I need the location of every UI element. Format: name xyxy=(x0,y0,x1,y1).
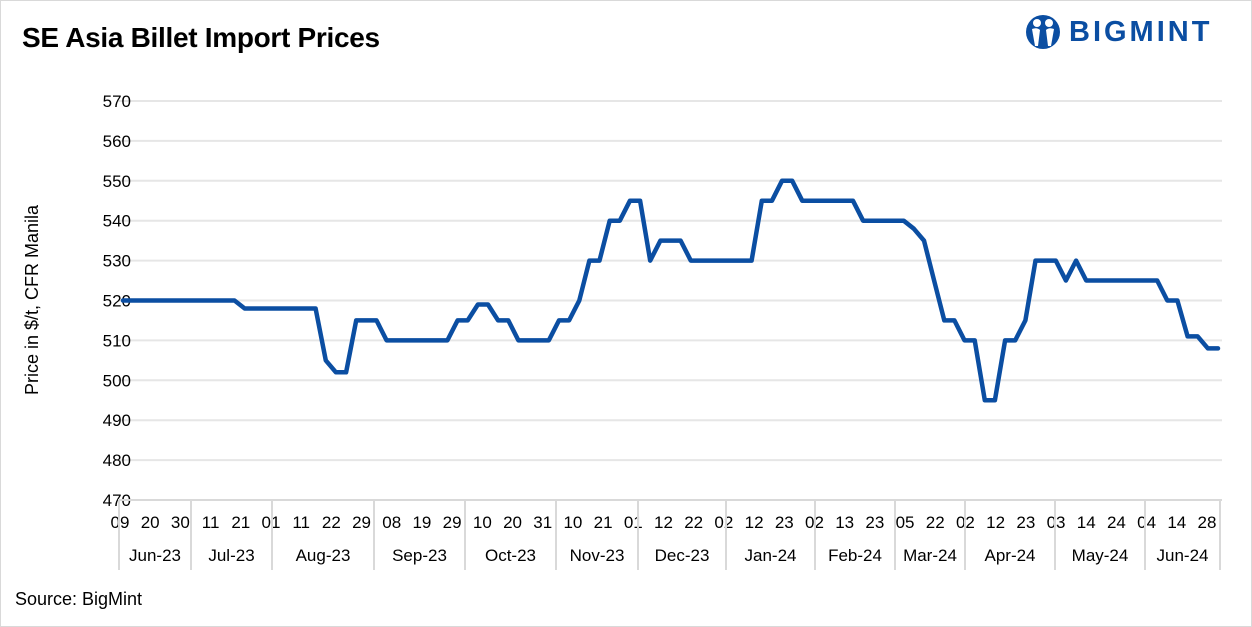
series-line xyxy=(120,178,1221,403)
x-tick-label: 14 xyxy=(1077,513,1096,532)
x-month-label: Jul-23 xyxy=(208,546,254,565)
y-tick-label: 510 xyxy=(103,331,131,350)
y-tick-label: 500 xyxy=(103,371,131,390)
x-month-label: Mar-24 xyxy=(903,546,957,565)
x-month-label: Apr-24 xyxy=(984,546,1035,565)
x-tick-label: 12 xyxy=(745,513,764,532)
x-tick-label: 10 xyxy=(563,513,582,532)
x-tick-label: 23 xyxy=(775,513,794,532)
x-tick-label: 12 xyxy=(986,513,1005,532)
x-tick-label: 29 xyxy=(443,513,462,532)
x-month-label: Sep-23 xyxy=(392,546,447,565)
y-tick-label: 520 xyxy=(103,292,131,311)
x-month-label: May-24 xyxy=(1072,546,1129,565)
x-month-label: Nov-23 xyxy=(570,546,625,565)
gridlines xyxy=(118,100,1222,462)
chart-title: SE Asia Billet Import Prices xyxy=(22,22,380,53)
y-tick-label: 550 xyxy=(103,172,131,191)
x-tick-label: 02 xyxy=(714,513,733,532)
x-tick-label: 22 xyxy=(322,513,341,532)
y-tick-label: 470 xyxy=(103,491,131,510)
x-tick-label: 30 xyxy=(171,513,190,532)
source-note: Source: BigMint xyxy=(15,589,143,609)
x-tick-label: 08 xyxy=(382,513,401,532)
x-tick-label: 22 xyxy=(926,513,945,532)
x-tick-label: 24 xyxy=(1107,513,1126,532)
x-tick-label: 23 xyxy=(865,513,884,532)
x-tick-label: 28 xyxy=(1198,513,1217,532)
x-month-label: Jun-23 xyxy=(129,546,181,565)
x-month-label: Jun-24 xyxy=(1157,546,1209,565)
bigmint-logo-icon xyxy=(1026,15,1060,49)
y-tick-label: 560 xyxy=(103,132,131,151)
x-tick-label: 12 xyxy=(654,513,673,532)
x-axis: 0920301121011122290819291020311021011222… xyxy=(111,499,1222,570)
y-tick-label: 490 xyxy=(103,411,131,430)
x-tick-label: 21 xyxy=(231,513,250,532)
bigmint-logo-text: BIGMINT xyxy=(1069,15,1213,48)
x-tick-label: 10 xyxy=(473,513,492,532)
x-tick-label: 03 xyxy=(1047,513,1066,532)
y-tick-label: 540 xyxy=(103,212,131,231)
x-tick-label: 01 xyxy=(262,513,281,532)
x-tick-label: 05 xyxy=(896,513,915,532)
price-line xyxy=(120,178,1221,403)
y-axis-label: Price in $/t, CFR Manila xyxy=(22,204,42,395)
x-tick-label: 23 xyxy=(1016,513,1035,532)
y-axis-ticks: 470 480 490 500 510 520 530 540 550 560 570 xyxy=(103,92,131,510)
x-tick-label: 14 xyxy=(1167,513,1186,532)
y-tick-label: 570 xyxy=(103,92,131,111)
x-tick-label: 13 xyxy=(835,513,854,532)
x-tick-label: 20 xyxy=(503,513,522,532)
x-tick-label: 22 xyxy=(684,513,703,532)
x-tick-label: 20 xyxy=(141,513,160,532)
x-tick-label: 11 xyxy=(202,513,220,532)
x-tick-label: 01 xyxy=(624,513,643,532)
x-month-label: Feb-24 xyxy=(828,546,882,565)
x-month-label: Aug-23 xyxy=(296,546,351,565)
y-tick-label: 480 xyxy=(103,451,131,470)
y-tick-label: 530 xyxy=(103,252,131,271)
x-month-label: Oct-23 xyxy=(485,546,536,565)
x-tick-label: 21 xyxy=(594,513,613,532)
x-month-label: Jan-24 xyxy=(745,546,797,565)
bigmint-logo: BIGMINT xyxy=(1025,13,1212,51)
x-tick-label: 29 xyxy=(352,513,371,532)
x-tick-label: 31 xyxy=(533,513,552,532)
x-month-label: Dec-23 xyxy=(655,546,710,565)
x-tick-label: 04 xyxy=(1137,513,1156,532)
x-tick-label: 11 xyxy=(292,513,310,532)
x-tick-label: 19 xyxy=(412,513,431,532)
